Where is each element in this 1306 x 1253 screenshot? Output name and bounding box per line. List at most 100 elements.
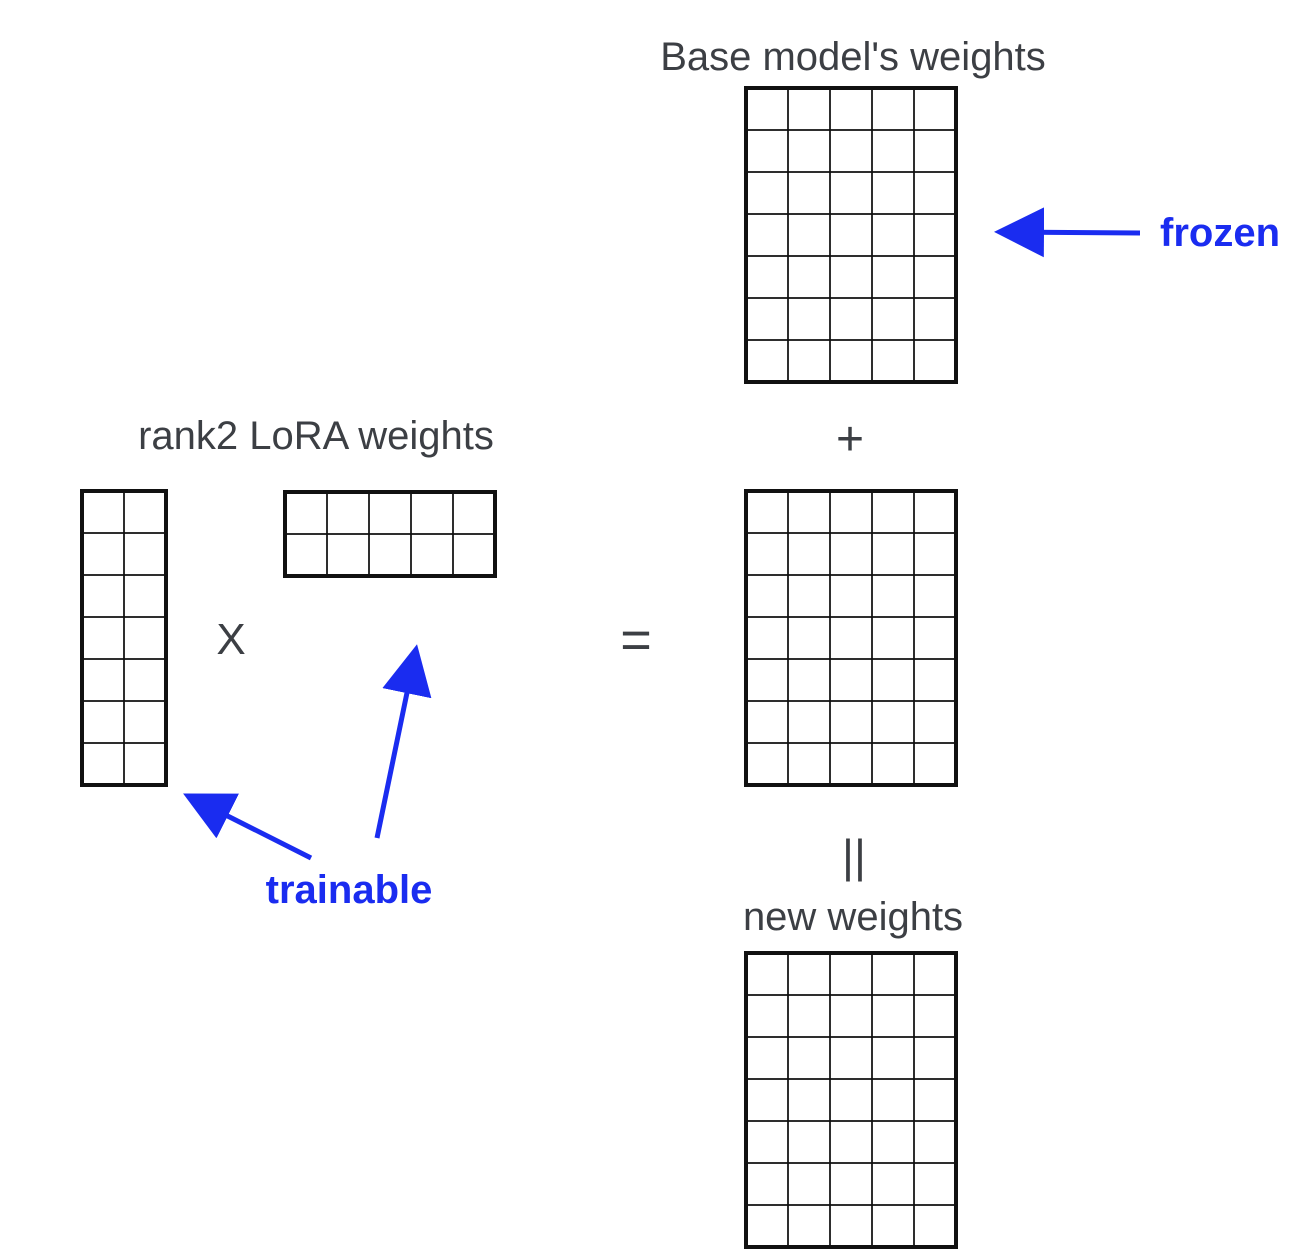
matrix-cell: [123, 700, 167, 744]
matrix-cell: [787, 700, 831, 744]
matrix-cell: [829, 1120, 873, 1164]
matrix-cell: [787, 994, 831, 1038]
new-weights-label: new weights: [743, 895, 963, 939]
matrix-cell: [745, 490, 789, 534]
matrix-cell: [829, 213, 873, 257]
matrix-cell: [787, 952, 831, 996]
matrix-cell: [871, 994, 915, 1038]
lora-b-matrix: [283, 490, 497, 578]
matrix-cell: [123, 658, 167, 702]
matrix-cell: [745, 171, 789, 215]
new-weights-matrix: [744, 951, 958, 1249]
matrix-cell: [871, 171, 915, 215]
matrix-cell: [871, 532, 915, 576]
matrix-cell: [913, 1078, 957, 1122]
matrix-cell: [745, 700, 789, 744]
matrix-cell: [913, 700, 957, 744]
matrix-cell: [871, 700, 915, 744]
matrix-cell: [745, 574, 789, 618]
matrix-cell: [787, 1120, 831, 1164]
matrix-cell: [871, 297, 915, 341]
frozen-label: frozen: [1160, 211, 1280, 255]
matrix-cell: [913, 952, 957, 996]
matrix-cell: [787, 1036, 831, 1080]
matrix-cell: [913, 1036, 957, 1080]
matrix-cell: [913, 213, 957, 257]
base-weights-label: Base model's weights: [660, 35, 1046, 79]
matrix-cell: [913, 490, 957, 534]
matrix-cell: [913, 532, 957, 576]
matrix-border: [744, 489, 958, 787]
matrix-border: [80, 489, 168, 787]
matrix-cell: [871, 213, 915, 257]
matrix-cell: [829, 171, 873, 215]
matrix-cell: [829, 532, 873, 576]
trainable-label: trainable: [266, 868, 433, 912]
lora-a-matrix: [80, 489, 168, 787]
matrix-cell: [745, 297, 789, 341]
matrix-cell: [368, 533, 412, 577]
matrix-cell: [913, 171, 957, 215]
matrix-cell: [829, 297, 873, 341]
matrix-cell: [745, 1120, 789, 1164]
matrix-cell: [829, 1078, 873, 1122]
matrix-cell: [81, 742, 125, 786]
matrix-cell: [787, 1078, 831, 1122]
matrix-cell: [871, 255, 915, 299]
matrix-cell: [745, 994, 789, 1038]
matrix-cell: [284, 533, 328, 577]
matrix-cell: [913, 1120, 957, 1164]
matrix-cell: [871, 1078, 915, 1122]
matrix-cell: [913, 255, 957, 299]
matrix-cell: [829, 952, 873, 996]
matrix-cell: [787, 339, 831, 383]
matrix-cell: [913, 658, 957, 702]
matrix-cell: [871, 1036, 915, 1080]
matrix-cell: [871, 952, 915, 996]
matrix-cell: [81, 574, 125, 618]
equals-symbol: =: [620, 610, 652, 670]
matrix-cell: [787, 297, 831, 341]
matrix-cell: [787, 574, 831, 618]
base-weights-matrix: [744, 86, 958, 384]
matrix-cell: [787, 490, 831, 534]
matrix-cell: [913, 87, 957, 131]
matrix-cell: [829, 255, 873, 299]
matrix-cell: [81, 490, 125, 534]
matrix-cell: [871, 1204, 915, 1248]
matrix-cell: [787, 1162, 831, 1206]
matrix-cell: [829, 574, 873, 618]
matrix-cell: [81, 700, 125, 744]
trainable-arrow-a: [183, 793, 313, 861]
lora-weights-label: rank2 LoRA weights: [138, 414, 494, 458]
matrix-cell: [787, 658, 831, 702]
matrix-cell: [326, 491, 370, 535]
matrix-cell: [871, 339, 915, 383]
plus-symbol: +: [836, 413, 864, 466]
matrix-cell: [787, 87, 831, 131]
matrix-border: [744, 951, 958, 1249]
matrix-cell: [745, 952, 789, 996]
matrix-cell: [829, 1036, 873, 1080]
matrix-cell: [829, 994, 873, 1038]
matrix-cell: [787, 616, 831, 660]
matrix-cell: [871, 658, 915, 702]
matrix-cell: [913, 129, 957, 173]
matrix-cell: [871, 742, 915, 786]
matrix-cell: [829, 616, 873, 660]
times-symbol: X: [216, 615, 245, 664]
matrix-cell: [913, 994, 957, 1038]
matrix-cell: [745, 1204, 789, 1248]
matrix-cell: [745, 213, 789, 257]
matrix-cell: [787, 742, 831, 786]
matrix-cell: [871, 87, 915, 131]
matrix-cell: [745, 87, 789, 131]
matrix-cell: [745, 742, 789, 786]
matrix-cell: [123, 616, 167, 660]
matrix-cell: [871, 490, 915, 534]
matrix-cell: [745, 1036, 789, 1080]
frozen-arrow: [994, 207, 1141, 258]
matrix-cell: [81, 532, 125, 576]
matrix-cell: [368, 491, 412, 535]
matrix-cell: [871, 616, 915, 660]
